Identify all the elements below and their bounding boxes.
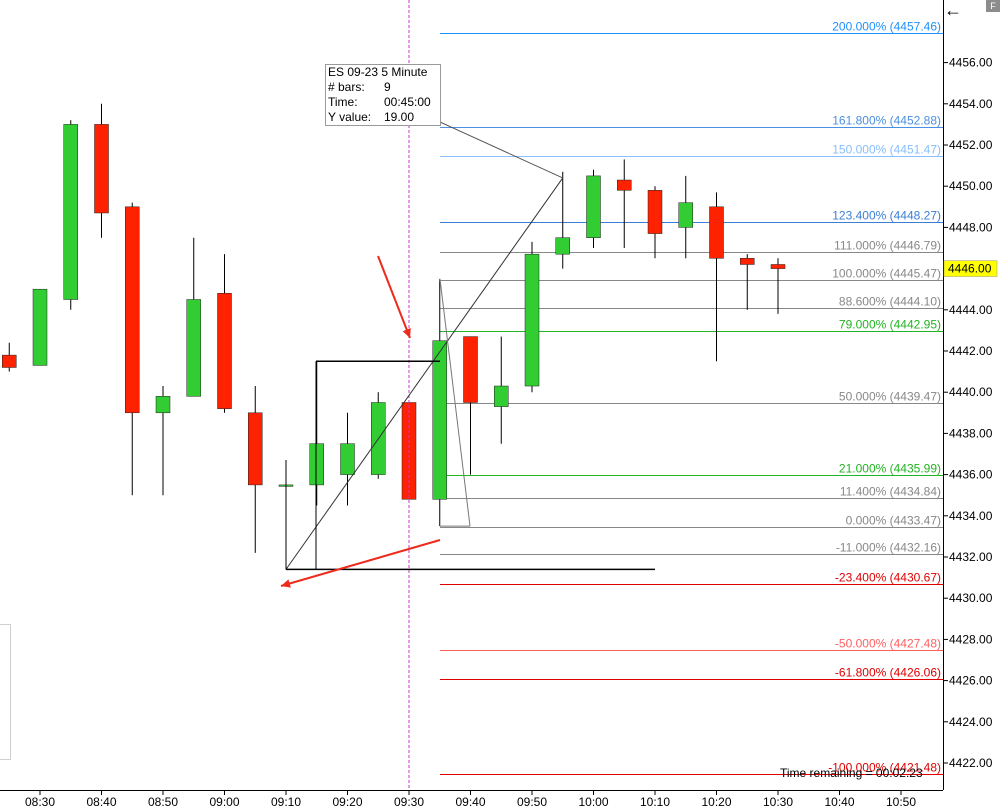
measure-tooltip: ES 09-23 5 Minute # bars: 9 Time: 00:45:00… <box>325 64 441 126</box>
fib-label: 0.000% (4433.47) <box>846 514 941 528</box>
fib-label: -11.000% (4432.16) <box>836 541 941 555</box>
annotation-arrow-left-head <box>281 579 291 588</box>
x-tick-label: 09:10 <box>271 795 301 808</box>
y-tick-label: 4450.00 <box>949 179 993 193</box>
current-price-badge <box>943 260 998 277</box>
x-tick-label: 09:50 <box>517 795 547 808</box>
y-tick-label: 4442.00 <box>949 344 993 358</box>
y-tick-label: 4432.00 <box>949 550 993 564</box>
candle-body <box>494 385 509 407</box>
candle-body <box>770 264 786 269</box>
candle-body <box>617 179 632 191</box>
annotation-arrow-down-head <box>402 328 411 338</box>
candle-body <box>2 354 17 368</box>
fib-label: 100.000% (4445.47) <box>832 267 941 281</box>
candle-body <box>186 299 201 397</box>
x-tick-label: 10:30 <box>763 795 793 808</box>
x-tick-label: 10:20 <box>701 795 731 808</box>
left-panel-edge[interactable] <box>0 624 11 760</box>
fib-anchor-line <box>439 278 471 527</box>
fib-label: 50.000% (4439.47) <box>839 390 941 404</box>
y-tick-label: 4438.00 <box>949 426 993 440</box>
candle-body <box>740 258 755 265</box>
time-axis: 08:30 08:40 08:50 09:00 09:10 09:20 09:30 09:40… <box>25 790 916 808</box>
fib-label: 88.600% (4444.10) <box>839 295 941 309</box>
x-tick-label: 10:10 <box>640 795 670 808</box>
fib-label: -100.000% (4421.48) <box>828 761 941 775</box>
candle-body <box>463 336 478 403</box>
fib-label: 21.000% (4435.99) <box>839 462 941 476</box>
x-tick-label: 08:50 <box>148 795 178 808</box>
candle-body <box>32 288 48 366</box>
candle-body <box>340 443 355 475</box>
candle-body <box>678 202 693 228</box>
fib-label: 200.000% (4457.46) <box>832 20 941 34</box>
x-tick-label: 09:30 <box>394 795 424 808</box>
x-tick-label: 10:50 <box>886 795 916 808</box>
candle-body <box>94 124 109 214</box>
candle-body <box>555 237 570 255</box>
y-tick-label: 4436.00 <box>949 468 993 482</box>
tooltip-time-value: 00:45:00 <box>384 95 431 109</box>
panel-toggle-icon[interactable]: F <box>986 0 1000 12</box>
x-tick-label: 10:00 <box>578 795 608 808</box>
y-tick-label: 4440.00 <box>949 385 993 399</box>
annotation-arrow-left <box>280 539 441 587</box>
y-tick-label: 4456.00 <box>949 56 993 70</box>
candles <box>2 103 786 570</box>
price-axis: 4456.00 4454.00 4452.00 4450.00 4448.00 4446.… <box>943 56 998 770</box>
y-tick-label: 4448.00 <box>949 220 993 234</box>
candle-body <box>309 443 324 486</box>
x-tick-label: 09:00 <box>209 795 239 808</box>
fib-label: 11.400% (4434.84) <box>840 485 941 499</box>
candle-body <box>709 206 724 259</box>
candle-body <box>586 175 601 238</box>
candle-body <box>125 206 140 414</box>
fib-label: 161.800% (4452.88) <box>832 114 941 128</box>
x-tick-label: 09:40 <box>455 795 485 808</box>
fib-label: 79.000% (4442.95) <box>839 318 941 332</box>
candle-body <box>647 190 663 234</box>
candle-body <box>63 124 78 300</box>
tooltip-time-label: Time: <box>328 95 358 109</box>
y-tick-label: 4434.00 <box>949 509 993 523</box>
tooltip-bars-value: 9 <box>384 80 391 94</box>
current-price-label: 4446.00 <box>948 262 992 276</box>
candle-body <box>432 340 447 500</box>
tooltip-title: ES 09-23 5 Minute <box>328 65 428 79</box>
tooltip-bars-label: # bars: <box>328 80 365 94</box>
x-tick-label: 09:20 <box>332 795 362 808</box>
candle-body <box>155 396 171 414</box>
tooltip-y-value: 19.00 <box>384 110 415 124</box>
back-arrow-icon[interactable]: ← <box>944 0 962 20</box>
drawings <box>280 0 655 790</box>
measure-line <box>285 177 564 570</box>
y-tick-label: 4454.00 <box>949 97 993 111</box>
candle-body <box>248 412 263 486</box>
x-tick-label: 10:40 <box>824 795 854 808</box>
x-tick-label: 08:40 <box>86 795 116 808</box>
fib-label: 150.000% (4451.47) <box>832 143 941 157</box>
y-tick-label: 4428.00 <box>949 632 993 646</box>
y-tick-label: 4444.00 <box>949 303 993 317</box>
fib-label: -23.400% (4430.67) <box>835 571 941 585</box>
fib-label: -61.800% (4426.06) <box>835 666 941 680</box>
fib-label: 123.400% (4448.27) <box>832 209 941 223</box>
y-tick-label: 4424.00 <box>949 715 993 729</box>
tooltip-y-label: Y value: <box>328 110 372 124</box>
candle-body <box>524 253 540 387</box>
tooltip-leader-line <box>439 121 563 179</box>
time-remaining: Time remaining = 00:02:23 <box>780 766 923 780</box>
fib-label: -50.000% (4427.48) <box>835 637 941 651</box>
y-tick-label: 4422.00 <box>949 756 993 770</box>
fib-label: 111.000% (4446.79) <box>834 239 941 253</box>
candle-body <box>217 293 232 409</box>
y-tick-label: 4426.00 <box>949 674 993 688</box>
annotation-arrow-down <box>377 255 411 339</box>
fib-levels: 200.000% (4457.46) 161.800% (4452.88) 150.… <box>440 20 943 775</box>
y-tick-label: 4430.00 <box>949 591 993 605</box>
y-tick-label: 4452.00 <box>949 138 993 152</box>
x-tick-label: 08:30 <box>25 795 55 808</box>
